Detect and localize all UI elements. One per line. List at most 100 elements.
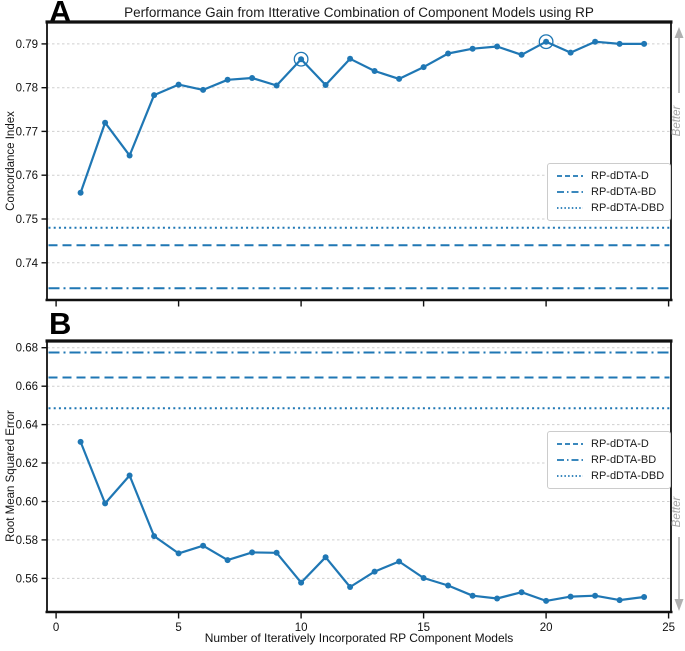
- data-point-x21: [567, 593, 574, 600]
- y-tick-label: 0.58: [16, 535, 38, 547]
- y-tick-label: 0.76: [16, 170, 38, 182]
- legend-label: RP-dDTA-D: [591, 438, 649, 450]
- x-tick-label: 0: [53, 622, 59, 634]
- data-point-x22: [592, 592, 599, 599]
- better-label: Better: [671, 104, 683, 136]
- dashdot-line-icon: [557, 459, 583, 461]
- data-point-x15: [420, 575, 427, 581]
- data-point-x7: [224, 557, 231, 564]
- data-point-x6: [200, 542, 207, 549]
- data-point-x18: [494, 595, 501, 602]
- data-point-x17: [469, 45, 476, 52]
- data-point-x22: [592, 38, 599, 45]
- data-point-x12: [347, 55, 354, 62]
- y-tick-label: 0.77: [16, 126, 38, 138]
- data-point-x23: [616, 597, 623, 604]
- data-point-x16: [445, 50, 452, 57]
- legend-item: RP-dDTA-DBD: [556, 469, 665, 483]
- data-point-x11: [322, 82, 329, 88]
- data-point-x20: [543, 597, 550, 604]
- data-point-x14: [396, 75, 403, 82]
- x-axis-label: Number of Iteratively Incorporated RP Co…: [204, 631, 514, 645]
- data-point-x19: [518, 589, 525, 596]
- data-point-x1: [77, 189, 84, 196]
- data-point-x7: [224, 76, 231, 83]
- panel-label-a: A: [49, 0, 72, 29]
- data-point-x23: [616, 40, 623, 47]
- x-tick-label: 5: [175, 622, 181, 634]
- data-point-x10: [298, 579, 305, 586]
- x-tick-label: 15: [417, 622, 430, 634]
- data-point-x5: [175, 550, 182, 557]
- data-point-x24: [641, 40, 648, 47]
- panel-label-b: B: [49, 306, 72, 341]
- data-point-x11: [322, 554, 329, 561]
- y-tick-label: 0.62: [16, 458, 38, 470]
- data-point-x4: [151, 92, 158, 99]
- y-tick-label: 0.68: [16, 343, 38, 355]
- data-point-x5: [175, 81, 182, 88]
- dotted-line-icon: [557, 207, 583, 209]
- data-point-x1: [77, 438, 84, 445]
- data-point-x6: [200, 86, 207, 93]
- legend-item: RP-dDTA-D: [556, 169, 665, 183]
- legend-item: RP-dDTA-BD: [556, 185, 665, 199]
- data-point-x2: [102, 500, 109, 507]
- series-line: [79, 440, 646, 603]
- dashdot-line-icon: [557, 191, 583, 193]
- data-point-x9: [273, 82, 280, 89]
- data-point-x21: [567, 49, 574, 56]
- x-tick-label: 25: [662, 622, 675, 634]
- y-tick-label: 0.66: [16, 381, 38, 393]
- x-tick-label: 10: [295, 622, 308, 634]
- data-point-x16: [445, 582, 452, 589]
- data-point-x24: [641, 594, 648, 600]
- legend-label: RP-dDTA-BD: [591, 186, 657, 198]
- highlighted-point-ring: [538, 34, 554, 50]
- data-point-x17: [469, 592, 476, 599]
- legend-label: RP-dDTA-BD: [591, 454, 657, 466]
- data-point-x2: [102, 119, 109, 126]
- legend-panel-a: RP-dDTA-D RP-dDTA-BD RP-dDTA-DBD: [547, 163, 671, 221]
- data-point-x14: [396, 558, 403, 565]
- data-point-x8: [249, 549, 256, 556]
- arrow-up-icon: [674, 27, 684, 38]
- y-tick-label: 0.60: [16, 497, 38, 509]
- y-tick-label: 0.56: [16, 573, 38, 585]
- legend-label: RP-dDTA-DBD: [591, 470, 665, 482]
- legend-label: RP-dDTA-DBD: [591, 202, 665, 214]
- data-point-x8: [249, 75, 256, 81]
- x-tick-label: 20: [540, 622, 553, 634]
- y-tick-label: 0.64: [16, 420, 39, 432]
- y-tick-label: 0.79: [16, 39, 38, 51]
- data-point-x10: [298, 56, 305, 63]
- better-label: Better: [671, 495, 683, 527]
- data-point-x13: [371, 68, 378, 74]
- arrow-down-icon: [674, 599, 684, 611]
- series-line: [79, 40, 646, 194]
- data-point-x3: [126, 472, 133, 479]
- legend-item: RP-dDTA-BD: [556, 453, 665, 467]
- legend-item: RP-dDTA-DBD: [556, 201, 665, 215]
- data-point-x15: [420, 64, 427, 71]
- dashed-line-icon: [557, 443, 583, 445]
- dotted-line-icon: [557, 475, 583, 477]
- legend-panel-b: RP-dDTA-D RP-dDTA-BD RP-dDTA-DBD: [547, 431, 671, 489]
- y-tick-label: 0.75: [16, 214, 38, 226]
- legend-label: RP-dDTA-D: [591, 170, 649, 182]
- y-tick-label: 0.78: [16, 83, 38, 95]
- data-point-x4: [151, 533, 158, 540]
- data-point-x19: [518, 51, 525, 58]
- y-tick-label: 0.74: [16, 258, 39, 270]
- data-point-x20: [543, 38, 550, 45]
- data-point-x12: [347, 584, 354, 590]
- data-point-x3: [126, 152, 133, 159]
- highlighted-point-ring: [293, 51, 309, 67]
- chart-title: Performance Gain from Itterative Combina…: [124, 5, 594, 20]
- data-point-x13: [371, 568, 378, 575]
- legend-item: RP-dDTA-D: [556, 437, 665, 451]
- dashed-line-icon: [557, 175, 583, 177]
- data-point-x9: [273, 549, 280, 556]
